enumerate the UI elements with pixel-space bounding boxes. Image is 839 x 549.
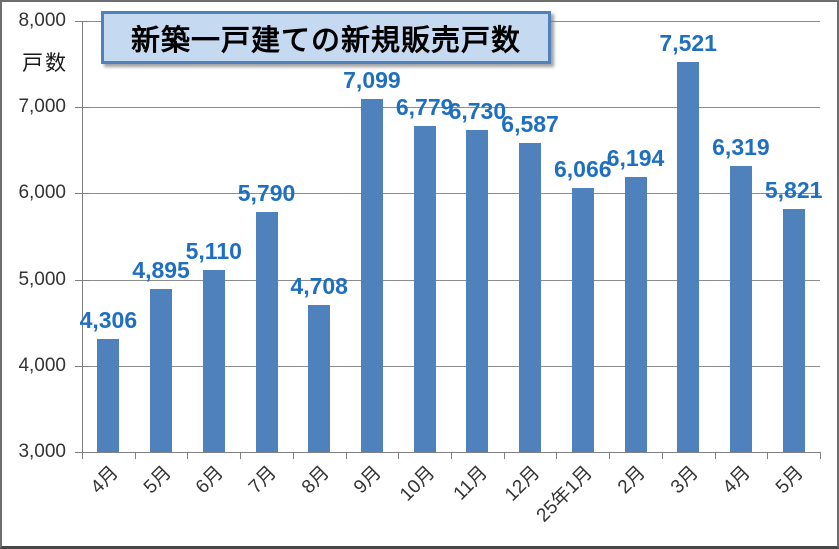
bar	[150, 288, 173, 452]
y-axis-tick	[75, 365, 89, 367]
x-axis-label: 25年1月	[532, 462, 597, 527]
y-axis-title: 戸数	[22, 52, 68, 75]
bar-value-label: 6,066	[554, 155, 612, 182]
y-axis-label: 6,000	[18, 182, 66, 204]
bar	[677, 62, 700, 452]
bar-value-label: 6,730	[448, 98, 507, 125]
gridline	[82, 107, 820, 109]
y-axis-label: 8,000	[18, 10, 66, 31]
x-axis-label: 6月	[192, 462, 228, 499]
bar-value-label: 5,790	[237, 179, 296, 206]
y-axis-label: 5,000	[18, 268, 66, 290]
y-axis-line	[82, 21, 83, 452]
bar-value-label: 6,319	[712, 133, 770, 160]
x-axis-tick	[82, 453, 83, 459]
x-axis-tick	[820, 453, 821, 459]
x-axis-label: 2月	[613, 462, 650, 499]
bar	[782, 208, 805, 452]
x-axis-tick	[661, 453, 663, 459]
x-axis-tick	[609, 453, 611, 459]
bar-value-label: 4,306	[79, 307, 138, 334]
y-axis-tick	[75, 107, 89, 109]
bar-value-label: 4,708	[290, 272, 348, 299]
x-axis-label: 4月	[86, 462, 123, 499]
chart-title-box: 新築一戸建ての新規販売戸数	[101, 11, 551, 64]
x-axis-label: 8月	[297, 462, 334, 499]
bar	[360, 98, 383, 452]
x-axis-label: 5月	[139, 462, 176, 499]
x-axis-tick	[240, 453, 242, 459]
x-axis-tick	[714, 453, 716, 459]
x-axis-label: 11月	[449, 462, 492, 505]
x-axis-tick	[451, 453, 452, 459]
y-axis-label: 3,000	[18, 441, 66, 462]
bar	[466, 130, 489, 452]
x-axis-tick	[503, 453, 505, 459]
x-axis-tick	[398, 453, 400, 459]
bar	[729, 165, 752, 452]
y-axis-tick	[75, 193, 89, 195]
gridline	[82, 365, 820, 367]
y-axis-tick	[75, 279, 89, 281]
x-axis-tick	[345, 453, 347, 459]
bar-value-label: 7,099	[343, 66, 401, 93]
y-axis-label: 7,000	[18, 96, 66, 118]
bar-value-label: 4,895	[132, 256, 190, 283]
bar-value-label: 6,779	[395, 94, 454, 121]
gridline	[82, 193, 820, 195]
bar	[308, 304, 331, 452]
x-axis-tick	[292, 453, 294, 459]
bar-value-label: 7,521	[659, 30, 717, 57]
bar-value-label: 5,110	[185, 238, 242, 265]
bar	[571, 187, 594, 452]
x-axis-label: 12月	[500, 462, 545, 506]
bar-value-label: 6,587	[501, 110, 559, 137]
y-axis-tick	[75, 21, 89, 22]
x-axis-label: 9月	[350, 462, 387, 499]
bar-value-label: 5,821	[764, 176, 823, 203]
bar	[255, 211, 278, 452]
bar	[202, 270, 225, 452]
x-axis-label: 5月	[772, 462, 808, 499]
bar	[413, 126, 436, 452]
y-axis-label: 4,000	[18, 354, 66, 376]
bar-value-label: 6,194	[606, 144, 665, 171]
x-axis-tick	[556, 453, 558, 459]
x-axis-tick	[134, 453, 136, 459]
x-axis-tick	[767, 453, 769, 459]
x-axis-label: 7月	[244, 462, 281, 499]
bar	[519, 142, 542, 452]
x-axis-label: 3月	[666, 462, 703, 499]
bar	[97, 339, 120, 452]
bar	[624, 176, 647, 452]
x-axis-tick	[187, 453, 189, 459]
x-axis-label: 4月	[719, 462, 756, 499]
x-axis-label: 10月	[395, 462, 439, 506]
y-axis-tick	[75, 452, 89, 453]
gridline	[82, 279, 820, 281]
x-axis-line	[82, 452, 821, 453]
chart-title: 新築一戸建ての新規販売戸数	[130, 24, 521, 57]
